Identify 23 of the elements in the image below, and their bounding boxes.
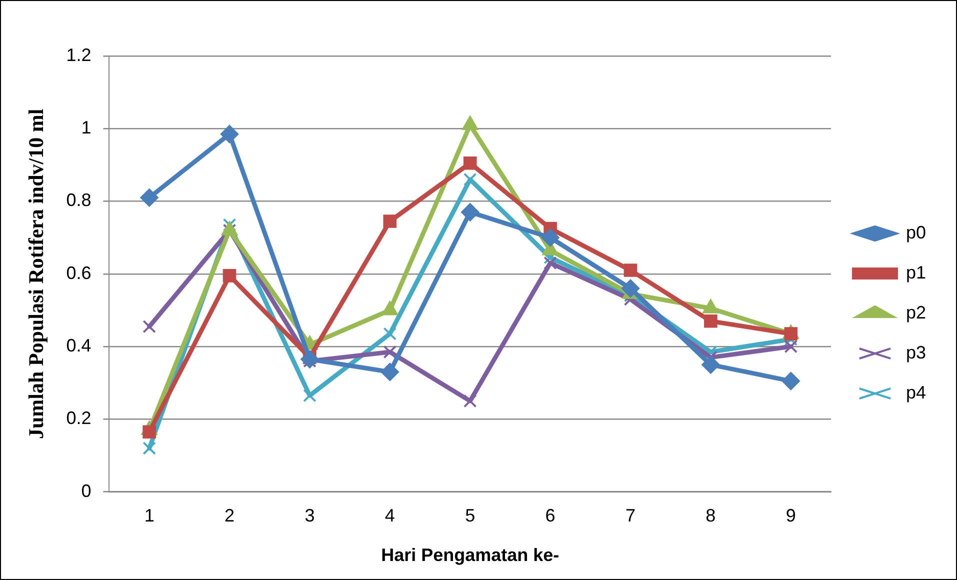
y-tick-label: 0.8 [66,190,92,210]
y-tick-label: 1.2 [66,44,92,65]
y-axis-title: Jumlah Populasi Rotifera indv/10 ml [24,108,48,439]
legend-label: p3 [906,342,926,362]
y-tick-label: 0.2 [66,408,92,428]
x-tick-label: 1 [144,506,154,526]
y-tick-label: 0.6 [66,262,92,283]
x-axis-title: Hari Pengamatan ke- [381,545,560,566]
x-tick-label: 4 [384,506,395,526]
x-tick-label: 2 [224,506,235,526]
y-tick-label: 1 [81,118,92,138]
legend-label: p2 [906,302,926,322]
legend-label: p1 [906,262,926,282]
legend-label: p4 [906,382,926,402]
y-tick-label: 0 [81,480,92,501]
x-tick-label: 8 [706,506,716,526]
x-tick-label: 7 [625,506,636,526]
y-tick-label: 0.4 [66,336,92,356]
legend-label: p0 [906,222,926,242]
x-tick-label: 9 [786,506,796,526]
x-tick-label: 6 [545,506,556,526]
x-tick-label: 5 [465,506,476,526]
x-tick-label: 3 [304,506,315,526]
